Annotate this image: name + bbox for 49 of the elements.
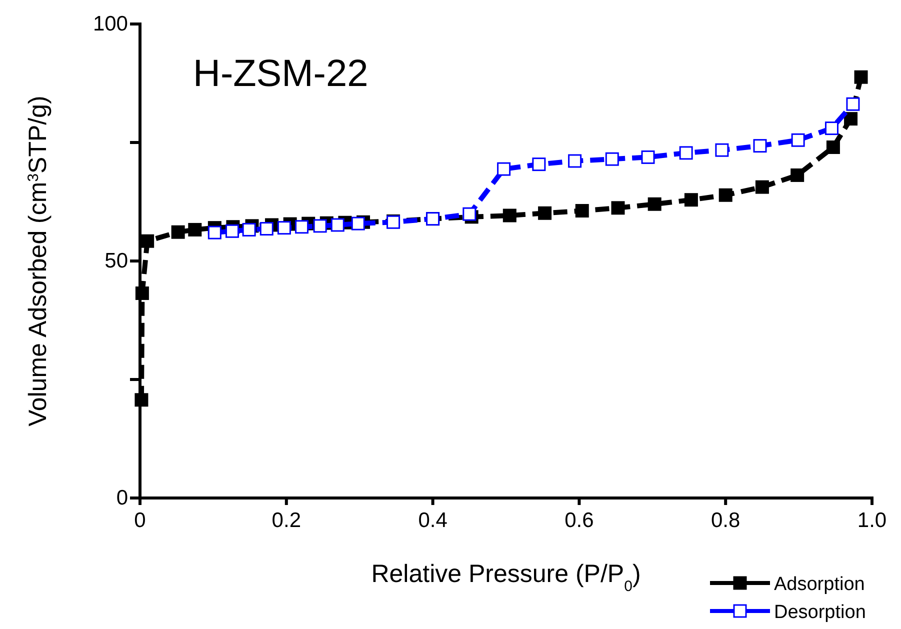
point [568, 154, 582, 168]
x-axis-title: Relative Pressure (P/P$_{0}$) [371, 560, 641, 594]
point [611, 201, 625, 215]
point [330, 218, 344, 232]
y-tick-label: 50 [104, 250, 128, 273]
point [260, 222, 274, 236]
point [575, 204, 589, 218]
point [791, 133, 805, 147]
x-tick-label: 1.0 [857, 508, 887, 532]
x-tick-label: 0.8 [711, 508, 740, 532]
legend-label: Desorption [774, 602, 866, 623]
point [134, 393, 148, 407]
point [188, 222, 202, 236]
point [538, 206, 552, 220]
point [462, 207, 476, 221]
x-tick-label: 0 [134, 508, 146, 532]
point [295, 220, 309, 234]
legend-label: Adsorption [774, 574, 865, 595]
y-tick-label: 100 [92, 12, 128, 36]
point [684, 193, 698, 207]
point [351, 216, 365, 230]
point [208, 226, 222, 240]
point [277, 221, 291, 235]
point [313, 219, 327, 233]
point [140, 234, 154, 248]
y-tick-label: 0 [116, 486, 128, 510]
x-tick-label: 0.4 [418, 508, 448, 532]
text: H-ZSM-22 [193, 53, 368, 95]
point [718, 188, 732, 202]
point [532, 158, 546, 172]
x-tick-label: 0.6 [564, 508, 594, 532]
point [854, 70, 868, 84]
point [824, 122, 838, 136]
point [135, 286, 149, 300]
point [755, 180, 769, 194]
point [846, 97, 860, 111]
point [648, 197, 662, 211]
point [225, 224, 239, 238]
point [753, 139, 767, 153]
point [790, 168, 804, 182]
point [679, 146, 693, 160]
x-tick-label: 0.2 [272, 508, 301, 532]
point [242, 222, 256, 236]
point [502, 208, 516, 222]
point [826, 140, 840, 154]
point [605, 152, 619, 166]
point [171, 225, 185, 239]
point [715, 143, 729, 157]
point [844, 112, 858, 126]
